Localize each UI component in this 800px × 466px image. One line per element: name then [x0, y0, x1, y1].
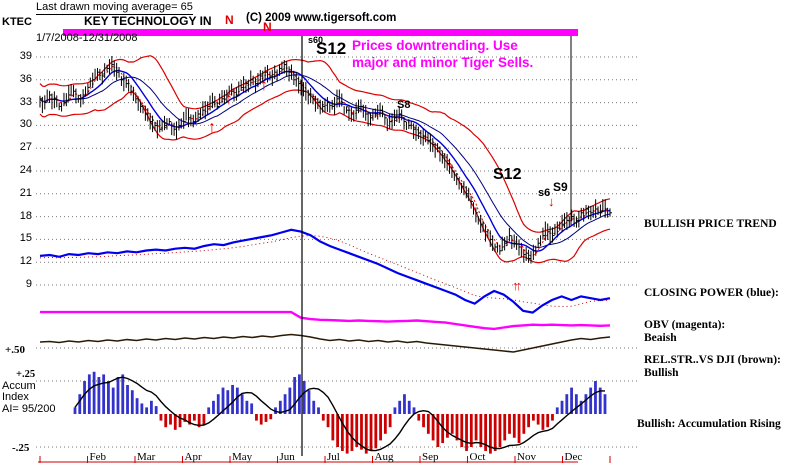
- annotation-line-2: major and minor Tiger Sells.: [352, 55, 534, 70]
- price-axis-label: 12: [19, 255, 32, 268]
- page-title: KEY TECHNOLOGY IN: [84, 14, 212, 28]
- price-trend-status: BULLISH PRICE TREND: [644, 218, 777, 230]
- new-high-marker: N: [263, 20, 272, 34]
- buy-arrow-icon: ↑: [225, 91, 233, 108]
- month-label: Sep: [422, 451, 439, 463]
- buy-arrow-icon: ↑: [260, 77, 268, 94]
- month-label: May: [232, 451, 253, 463]
- month-label: Aug: [374, 451, 394, 463]
- accum-axis-minus25: -.25: [12, 442, 30, 454]
- accum-axis-plus50: +.50: [5, 344, 26, 356]
- obv-status: Beaish: [644, 332, 677, 344]
- sell-signal-s9: S9: [553, 180, 568, 194]
- closing-power-label: CLOSING POWER (blue):: [644, 287, 779, 299]
- sell-signal-s6: s6: [538, 187, 551, 199]
- sell-signal-s12-mid: S12: [493, 166, 522, 183]
- new-high-marker: N: [225, 13, 234, 27]
- month-label: Feb: [89, 451, 107, 463]
- price-axis-label: 36: [19, 72, 32, 85]
- buy-arrow-icon: ↑: [208, 119, 216, 136]
- price-axis-label: 9: [25, 278, 32, 290]
- price-axis-label: 15: [19, 232, 32, 245]
- month-label: Jun: [279, 451, 295, 463]
- month-label: Oct: [469, 451, 486, 463]
- annotation-line-1: Prices downtrending. Use: [352, 38, 518, 53]
- price-axis-label: 39: [19, 50, 32, 62]
- copyright-label: (C) 2009 www.tigersoft.com: [246, 12, 397, 24]
- accum-index-label-2: Index: [2, 391, 29, 403]
- price-axis-label: 21: [19, 186, 32, 199]
- sell-signal-s12-top: S12: [316, 39, 347, 58]
- relstr-status: Bullish: [644, 367, 679, 379]
- ai-value-label: AI= 95/200: [2, 403, 56, 415]
- obv-label: OBV (magenta):: [644, 319, 726, 331]
- accum-axis-plus25: +.25: [16, 369, 36, 380]
- price-axis-label: 27: [19, 141, 32, 154]
- price-axis-label: 18: [19, 209, 32, 222]
- month-label: Jul: [327, 451, 340, 463]
- month-label: Nov: [517, 451, 536, 463]
- month-label: Apr: [184, 451, 202, 463]
- month-label: Dec: [564, 451, 583, 463]
- date-range-label: 1/7/2008-12/31/2008: [36, 32, 138, 44]
- buy-arrow-icon: ↑: [518, 241, 526, 258]
- moving-average-note: Last drawn moving average= 65: [36, 1, 193, 16]
- accumulation-status: Bullish: Accumulation Rising: [637, 418, 781, 430]
- accum-index-label-1: Accum: [2, 380, 36, 392]
- price-axis-label: 30: [19, 118, 32, 131]
- price-axis-label: 24: [19, 164, 32, 176]
- relstr-label: REL.STR..VS DJI (brown):: [644, 354, 781, 366]
- sell-signal-s8: S8: [397, 99, 411, 111]
- sell-signal-s60: s60: [308, 35, 324, 45]
- highlight-bar: [63, 29, 578, 36]
- month-label: Mar: [137, 451, 156, 463]
- ticker-label: KTEC: [2, 16, 32, 28]
- price-axis-label: 33: [19, 95, 32, 108]
- double-up-arrow-icon: ↑↑: [512, 278, 522, 293]
- down-arrow-icon: ↓: [548, 194, 555, 209]
